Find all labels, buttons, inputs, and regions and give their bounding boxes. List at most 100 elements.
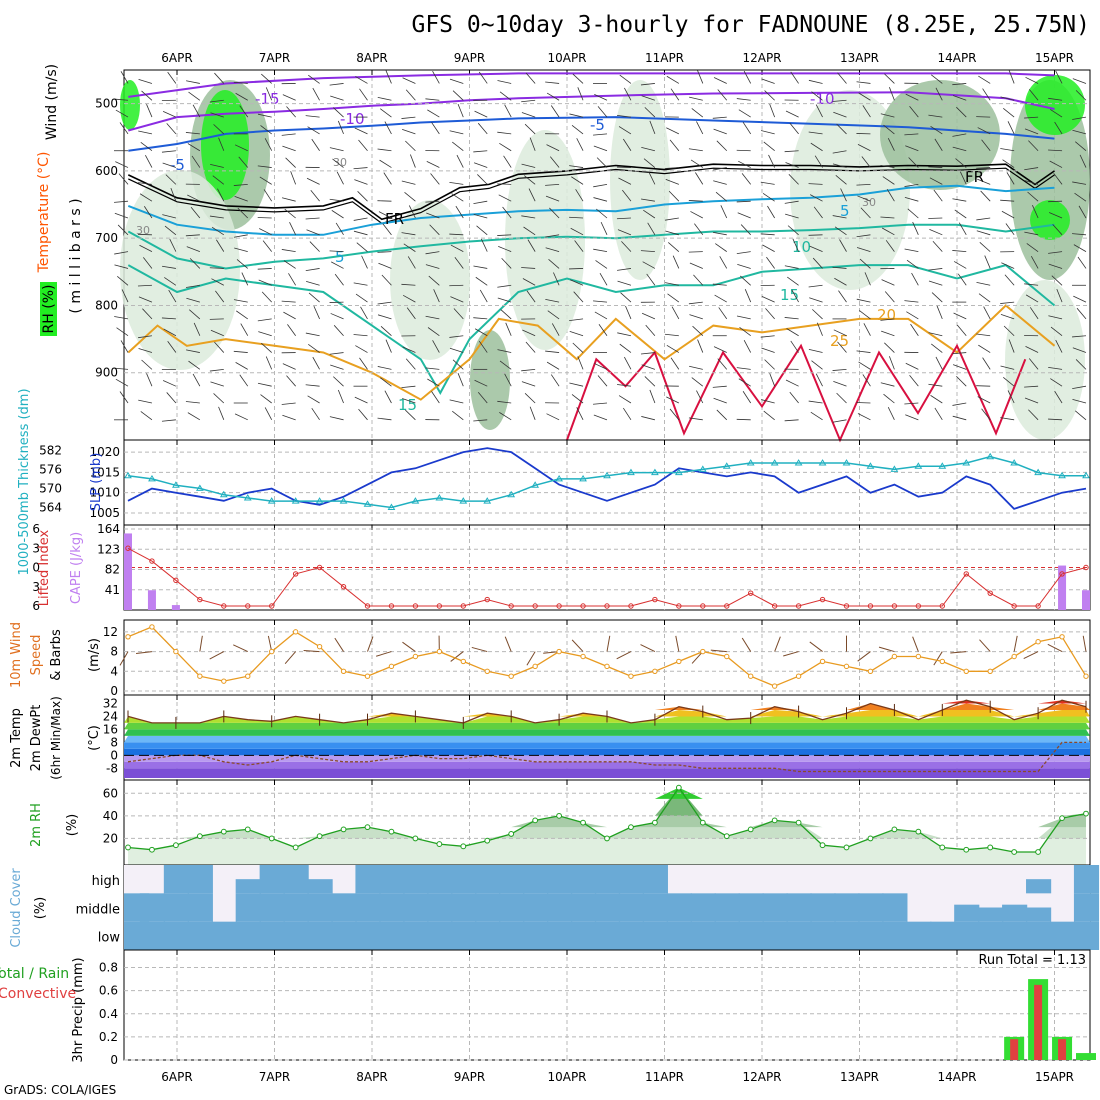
wind-barb-768 (976, 281, 991, 286)
wind-barb-104 (218, 406, 225, 420)
li-marker-5 (245, 603, 251, 609)
day-label-bottom-6: 12APR (742, 1070, 781, 1084)
wind-barb-596 (785, 213, 799, 219)
wind-barb-832 (1056, 288, 1063, 303)
cape-bar-39 (1058, 565, 1067, 610)
wind-barb-362 (521, 163, 536, 168)
wind-barb-574 (762, 193, 775, 202)
wind-barb-259 (404, 192, 416, 202)
wind-barb-809 (1030, 256, 1039, 269)
wind-barb-192 (337, 120, 344, 135)
wind-marker-30 (843, 663, 850, 670)
wind-barb-830 (1048, 263, 1063, 269)
wind-barb-696 (904, 133, 919, 136)
wind-barb-389 (548, 258, 560, 269)
precip-ytick-1: 0.2 (99, 1030, 118, 1044)
wind-barb-172 (311, 138, 320, 151)
rh-shade-7 (790, 90, 910, 290)
wind-barb-487 (669, 139, 680, 151)
wind-barb-467 (643, 158, 656, 168)
wind-barb-166 (281, 402, 296, 405)
wind-marker-7 (292, 629, 299, 635)
wind-barb-222 (353, 282, 368, 286)
rh-shade-13 (120, 80, 140, 130)
wind-barb-631 (832, 99, 847, 102)
wind-barb-215 (353, 167, 368, 170)
surface-barb-27 (774, 636, 781, 652)
wind-barb-263 (407, 256, 416, 269)
wind-barb-458 (624, 356, 632, 370)
surface-barb-21 (616, 651, 632, 660)
li-marker-16 (508, 603, 514, 609)
wind-barb-188 (311, 407, 320, 421)
wind-barb-177 (306, 229, 320, 236)
cloud-middle-40 (1073, 893, 1100, 922)
wind-barb-319 (473, 150, 488, 153)
wind-barb-118 (233, 299, 248, 303)
wind-barb-286 (433, 289, 440, 303)
li-marker-29 (819, 596, 826, 603)
wind-barb-488 (664, 167, 679, 169)
wind-barb-356 (499, 412, 512, 421)
wind-barb-689 (889, 356, 895, 370)
precip-conv-bar-37 (1010, 1039, 1019, 1060)
wind-barb-777 (1008, 70, 1015, 84)
li-marker-21 (628, 603, 634, 609)
wind-barb-838 (1054, 390, 1063, 404)
cloud-middle-6 (259, 893, 285, 922)
ylabel-temp-b: 2m DewPt (29, 705, 44, 772)
wind-barb-489 (665, 178, 679, 185)
contour-label-6: 5 (335, 248, 345, 266)
wind-barb-364 (528, 188, 536, 202)
cloud-high-22 (642, 865, 668, 894)
li-marker-12 (412, 603, 419, 609)
thickness-ytick-3: 582 (39, 443, 62, 457)
wind-barb-295 (452, 90, 464, 101)
wind-barb-645 (833, 329, 847, 337)
wind-barb-450 (617, 229, 632, 236)
wind-barb-269 (405, 358, 416, 370)
wind-barb-93 (211, 226, 225, 236)
wind-barb-818 (1028, 409, 1039, 421)
wind-barb-29 (143, 206, 153, 219)
wind-barb-805 (1027, 191, 1039, 202)
thickness-marker-7 (291, 497, 300, 504)
cloud-high-3 (187, 865, 213, 894)
li-marker-39 (1059, 571, 1065, 577)
wind-barb-614 (814, 155, 823, 168)
wind-barb-110 (238, 156, 249, 168)
wind-barb-384 (545, 183, 560, 186)
wind-barb-592 (784, 150, 799, 153)
wind-barb-466 (641, 146, 655, 152)
rh-marker-20 (604, 835, 610, 842)
wind-barb-806 (1032, 205, 1039, 219)
cloud-low-31 (858, 921, 884, 950)
wind-marker-12 (412, 653, 419, 660)
contour-label-15: 30 (333, 156, 347, 169)
wind-barb-284 (425, 264, 440, 269)
wind-barb-576 (760, 233, 775, 236)
wind-barb-817 (1024, 397, 1039, 404)
cloud-low-33 (906, 921, 932, 950)
wind-barb-21 (138, 78, 153, 84)
wind-barb-472 (640, 250, 655, 253)
li-marker-31 (867, 603, 874, 609)
rh-marker-35 (963, 846, 970, 853)
day-label-top-1: 7APR (259, 51, 290, 65)
temp-band-7 (124, 722, 1090, 730)
thickness-marker-1 (148, 474, 156, 482)
wind-barb-111 (233, 183, 248, 186)
wind-barb-366 (523, 226, 536, 236)
wind-barb-336 (497, 80, 512, 84)
wind-barb-339 (497, 131, 512, 135)
wind-barb-695 (909, 105, 919, 118)
wind-barb-841 (1075, 90, 1087, 101)
wind-barb-739 (952, 146, 967, 152)
ylabel-rh: RH (%) (41, 285, 57, 334)
wind-marker-10 (364, 673, 371, 679)
li-line (127, 547, 1087, 607)
wind-marker-18 (556, 648, 562, 655)
wind-barb-187 (307, 395, 320, 404)
wind-barb-179 (305, 268, 320, 272)
day-label-bottom-8: 14APR (937, 1070, 976, 1084)
